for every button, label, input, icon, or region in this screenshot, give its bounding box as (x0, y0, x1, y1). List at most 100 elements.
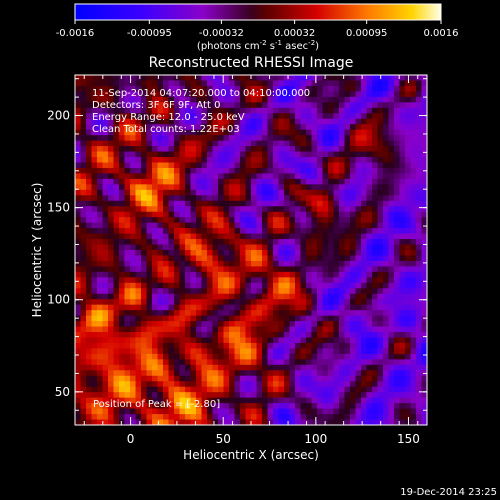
heatmap-pixel (339, 381, 346, 388)
heatmap-pixel (229, 102, 236, 109)
heatmap-pixel (306, 118, 313, 125)
heatmap-pixel (344, 85, 351, 93)
heatmap-pixel (372, 206, 379, 213)
heatmap-pixel (383, 206, 390, 213)
heatmap-pixel (421, 206, 427, 213)
heatmap-pixel (361, 403, 368, 410)
heatmap-pixel (394, 266, 401, 273)
heatmap-pixel (163, 386, 170, 393)
heatmap-pixel (339, 146, 346, 153)
heatmap-pixel (196, 386, 203, 393)
heatmap-pixel (410, 91, 417, 98)
heatmap-pixel (311, 157, 318, 164)
heatmap-pixel (416, 321, 423, 328)
heatmap-pixel (157, 129, 164, 136)
heatmap-pixel (157, 282, 164, 289)
heatmap-pixel (344, 124, 351, 131)
heatmap-pixel (179, 200, 186, 207)
heatmap-pixel (130, 277, 137, 284)
heatmap-pixel (328, 337, 335, 344)
heatmap-pixel (185, 118, 192, 125)
heatmap-pixel (289, 162, 296, 169)
heatmap-pixel (372, 228, 379, 235)
heatmap-pixel (163, 332, 170, 339)
heatmap-pixel (157, 217, 164, 224)
heatmap-pixel (223, 271, 230, 278)
heatmap-pixel (97, 96, 104, 103)
heatmap-pixel (185, 211, 192, 218)
heatmap-pixel (372, 211, 379, 218)
heatmap-pixel (328, 271, 335, 278)
heatmap-pixel (152, 211, 159, 218)
heatmap-pixel (201, 244, 208, 251)
heatmap-pixel (245, 266, 252, 273)
heatmap-pixel (119, 353, 126, 360)
heatmap-pixel (410, 217, 417, 224)
colorbar-units-label: (photons cm-2 s-1 asec-2) (197, 39, 319, 52)
heatmap-pixel (141, 244, 148, 251)
heatmap-pixel (212, 293, 219, 300)
heatmap-pixel (372, 80, 379, 87)
heatmap-pixel (399, 348, 406, 355)
heatmap-pixel (185, 266, 192, 273)
heatmap-pixel (174, 118, 181, 125)
heatmap-pixel (405, 321, 412, 328)
heatmap-pixel (256, 167, 263, 175)
heatmap-pixel (416, 113, 423, 120)
heatmap-pixel (278, 299, 285, 306)
heatmap-pixel (405, 80, 412, 87)
heatmap-pixel (372, 244, 379, 251)
heatmap-pixel (278, 211, 285, 218)
heatmap-pixel (416, 260, 423, 268)
heatmap-pixel (201, 337, 208, 344)
heatmap-pixel (141, 228, 148, 235)
heatmap-pixel (212, 96, 219, 103)
heatmap-pixel (311, 200, 318, 207)
heatmap-pixel (201, 85, 208, 93)
heatmap-pixel (339, 173, 346, 180)
heatmap-pixel (284, 282, 291, 289)
heatmap-pixel (190, 359, 197, 366)
heatmap-pixel (190, 102, 197, 109)
heatmap-pixel (377, 124, 384, 131)
heatmap-pixel (207, 200, 214, 207)
heatmap-pixel (421, 157, 427, 164)
heatmap-pixel (234, 381, 241, 388)
heatmap-pixel (113, 403, 120, 410)
heatmap-pixel (421, 348, 427, 355)
heatmap-pixel (344, 107, 351, 114)
heatmap-pixel (141, 348, 148, 355)
heatmap-pixel (130, 348, 137, 355)
heatmap-pixel (267, 392, 274, 399)
heatmap-pixel (311, 375, 318, 382)
heatmap-pixel (135, 140, 142, 147)
heatmap-pixel (201, 310, 208, 317)
heatmap-pixel (306, 397, 313, 404)
heatmap-pixel (80, 255, 87, 262)
heatmap-pixel (102, 414, 109, 421)
heatmap-pixel (284, 408, 291, 415)
heatmap-pixel (300, 96, 307, 103)
heatmap-pixel (344, 403, 351, 410)
heatmap-pixel (311, 113, 318, 120)
heatmap-pixel (179, 342, 186, 350)
heatmap-pixel (113, 337, 120, 344)
heatmap-pixel (80, 364, 87, 371)
heatmap-pixel (383, 342, 390, 350)
heatmap-pixel (108, 200, 115, 207)
heatmap-pixel (421, 326, 427, 333)
heatmap-pixel (377, 151, 384, 158)
heatmap-pixel (366, 80, 373, 87)
heatmap-pixel (405, 118, 412, 125)
heatmap-pixel (152, 113, 159, 120)
heatmap-pixel (262, 75, 269, 82)
heatmap-pixel (223, 211, 230, 218)
heatmap-pixel (229, 91, 236, 98)
heatmap-pixel (168, 299, 175, 306)
heatmap-pixel (306, 107, 313, 114)
heatmap-pixel (388, 397, 395, 404)
heatmap-pixel (223, 326, 230, 333)
heatmap-pixel (262, 151, 269, 158)
heatmap-pixel (267, 397, 274, 404)
heatmap-pixel (251, 178, 258, 185)
